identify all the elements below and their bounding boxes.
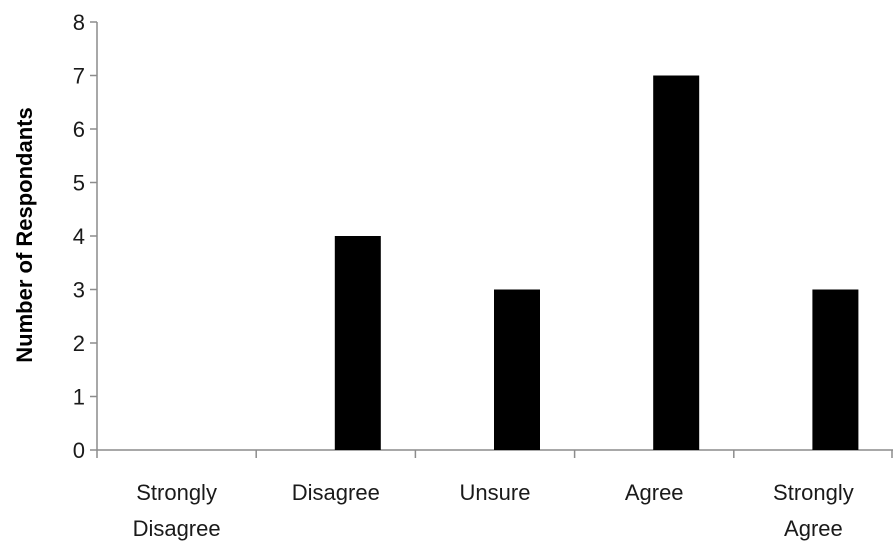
bar [494, 289, 540, 450]
bar [334, 236, 381, 450]
y-tick-label: 1 [73, 385, 85, 410]
y-tick-label: 5 [73, 171, 85, 196]
x-axis [96, 449, 893, 458]
category-label: Agree [784, 516, 843, 541]
y-tick-label: 3 [73, 278, 85, 303]
y-axis: 0 1 2 3 4 5 6 7 8 [73, 10, 98, 463]
y-axis-title: Number of Respondants [12, 107, 37, 362]
bar [653, 75, 700, 450]
category-label: Agree [625, 480, 684, 505]
category-label: Disagree [292, 480, 380, 505]
y-tick-label: 4 [73, 224, 85, 249]
y-tick-label: 8 [73, 10, 85, 35]
bars-group [334, 75, 859, 450]
y-tick-label: 6 [73, 117, 85, 142]
category-labels: Strongly Disagree Disagree Unsure Agree Stron… [133, 480, 854, 541]
y-tick-label: 7 [73, 64, 85, 89]
category-label: Disagree [133, 516, 221, 541]
y-tick-label: 2 [73, 331, 85, 356]
category-label: Unsure [460, 480, 531, 505]
y-tick-label: 0 [73, 438, 85, 463]
category-label: Strongly [136, 480, 217, 505]
bar [812, 289, 859, 450]
category-label: Strongly [773, 480, 854, 505]
